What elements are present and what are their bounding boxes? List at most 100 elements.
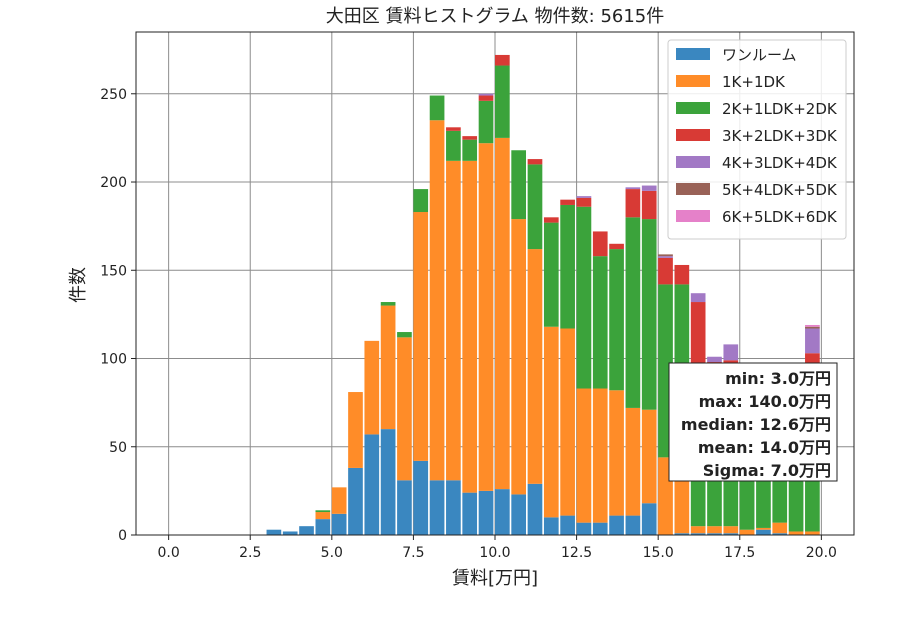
legend-label: 1K+1DK [722, 73, 786, 91]
bar-segment [495, 54, 510, 66]
y-tick-label: 100 [100, 352, 127, 368]
bar-segment [805, 328, 820, 354]
bar-segment [576, 197, 592, 207]
bar-segment [707, 533, 722, 535]
bar-segment [772, 533, 788, 535]
bar-segment [576, 206, 592, 389]
legend-swatch [676, 183, 710, 195]
bar-segment [788, 531, 804, 535]
bar-segment [397, 337, 412, 481]
stats-line: Sigma: 7.0万円 [703, 461, 831, 480]
bar-segment [429, 480, 445, 535]
bar-segment [462, 492, 478, 535]
bar-segment [609, 249, 624, 391]
bar-segment [446, 127, 461, 131]
bar-segment [707, 356, 722, 363]
bar-segment [527, 164, 543, 250]
bar-segment [282, 531, 298, 535]
bar-segment [658, 257, 673, 285]
y-tick-label: 0 [118, 528, 127, 544]
bar-segment [397, 480, 412, 535]
legend-label: 3K+2LDK+3DK [722, 127, 838, 145]
stats-line: min: 3.0万円 [725, 369, 831, 388]
bar-segment [560, 199, 575, 205]
bar-segment [315, 510, 331, 513]
x-tick-label: 5.0 [321, 545, 343, 561]
bar-segment [690, 526, 706, 534]
bar-segment [380, 429, 396, 535]
bar-segment [462, 160, 478, 493]
bar-segment [805, 326, 820, 329]
stats-line: max: 140.0万円 [699, 392, 831, 411]
bar-segment [690, 302, 706, 373]
bar-segment [641, 409, 657, 504]
bar-segment [331, 513, 347, 535]
y-axis-title: 件数 [68, 267, 89, 303]
bar-segment [429, 95, 445, 121]
y-axis-ticks: 0 50 100 150 200 250 [100, 87, 136, 544]
bar-segment [592, 256, 608, 389]
y-tick-label: 250 [100, 87, 127, 103]
bar-segment [576, 196, 592, 198]
bar-segment [511, 219, 527, 495]
bar-segment [805, 531, 820, 535]
x-tick-label: 15.0 [643, 545, 674, 561]
x-axis-title: 賃料[万円] [452, 568, 538, 589]
legend-label: ワンルーム [722, 46, 797, 64]
bar-segment [413, 212, 429, 461]
bar-segment [413, 460, 429, 535]
bar-segment [495, 489, 510, 535]
bar-segment [315, 519, 331, 535]
bar-segment [478, 93, 494, 96]
x-axis-ticks: 0.0 2.5 5.0 7.5 10.0 12.5 15.0 17.5 20.0 [158, 535, 837, 561]
legend-swatch [676, 129, 710, 141]
bar-segment [364, 434, 380, 535]
bar-segment [690, 533, 706, 535]
bar-segment [805, 353, 820, 364]
bar-segment [674, 469, 690, 534]
bar-segment [511, 150, 527, 220]
bar-segment [756, 529, 771, 535]
legend-box [667, 39, 847, 240]
stats-box-frame [668, 362, 838, 482]
bar-segment [331, 487, 347, 514]
bar-segment [625, 407, 641, 516]
bar-segment [527, 249, 543, 484]
bar-segment [527, 483, 543, 535]
bar-segment [592, 231, 608, 257]
legend-label: 5K+4LDK+5DK [722, 181, 838, 199]
bar-segment [641, 219, 657, 410]
bar-segment [462, 136, 478, 140]
legend: ワンルーム 1K+1DK 2K+1LDK+2DK 3K+2LDK+3DK 4K+3LDK… [667, 39, 847, 240]
bar-segment [478, 143, 494, 491]
bar-segment [641, 503, 657, 535]
stats-box: min: 3.0万円 max: 140.0万円 median: 12.6万円 mean… [668, 362, 838, 482]
bar-segment [446, 480, 461, 535]
bar-segment [543, 217, 559, 223]
legend-swatch [676, 48, 710, 60]
legend-label: 4K+3LDK+4DK [722, 154, 838, 172]
bar-segment [658, 254, 673, 257]
bar-segment [462, 139, 478, 161]
chart-title: 大田区 賃料ヒストグラム 物件数: 5615件 [326, 6, 665, 27]
bar-segment [772, 522, 788, 534]
x-tick-label: 20.0 [806, 545, 837, 561]
bar-segment [674, 264, 690, 285]
bar-segment [543, 517, 559, 535]
bar-segment [413, 189, 429, 213]
legend-label: 2K+1LDK+2DK [722, 100, 838, 118]
x-tick-label: 7.5 [402, 545, 424, 561]
bar-segment [609, 390, 624, 516]
bar-segment [723, 533, 739, 535]
bar-segment [625, 515, 641, 535]
bar-segment [495, 137, 510, 490]
stats-line: mean: 14.0万円 [698, 438, 831, 457]
x-tick-label: 2.5 [239, 545, 261, 561]
stats-line: median: 12.6万円 [681, 415, 831, 434]
bar-segment [478, 95, 494, 101]
bar-segment [560, 515, 575, 535]
bar-segment [397, 332, 412, 338]
bar-segment [380, 305, 396, 430]
bar-segment [625, 189, 641, 218]
